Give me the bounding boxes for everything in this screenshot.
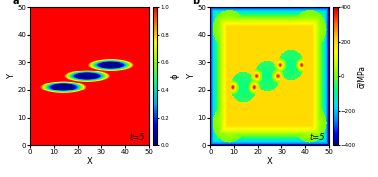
Text: t=5: t=5 <box>310 133 325 142</box>
X-axis label: X: X <box>87 157 92 166</box>
Y-axis label: σ̅/MPa: σ̅/MPa <box>357 65 366 88</box>
Y-axis label: Y: Y <box>187 74 196 79</box>
Text: b: b <box>192 0 200 6</box>
Text: t=5: t=5 <box>130 133 145 142</box>
Text: a: a <box>12 0 19 6</box>
Y-axis label: ϕ: ϕ <box>170 73 179 79</box>
Y-axis label: Y: Y <box>7 74 15 79</box>
X-axis label: X: X <box>267 157 273 166</box>
